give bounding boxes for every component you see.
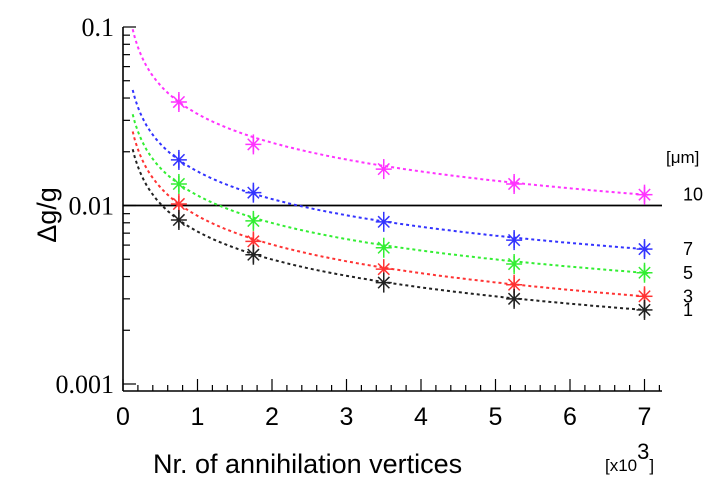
data-point-5 bbox=[506, 254, 523, 275]
series-label-7: 7 bbox=[683, 239, 693, 259]
y-tick-label: 0.1 bbox=[82, 13, 115, 42]
x-tick-label: 3 bbox=[340, 403, 354, 431]
x-tick-label: 2 bbox=[265, 403, 279, 431]
fit-curve-10 bbox=[131, 29, 649, 196]
series-label-3: 3 bbox=[683, 286, 693, 306]
x-tick-label: 1 bbox=[191, 403, 205, 431]
data-point-7 bbox=[245, 182, 262, 203]
legend-unit-label: [μm] bbox=[666, 148, 699, 167]
x-tick-label: 4 bbox=[414, 403, 428, 431]
data-points bbox=[170, 92, 653, 320]
data-point-7 bbox=[506, 230, 523, 251]
data-point-10 bbox=[375, 159, 392, 180]
y-tick-label: 0.01 bbox=[69, 192, 115, 221]
data-point-1 bbox=[636, 299, 653, 320]
x-axis-ticks: 0 1 2 3 4 5 6 7 bbox=[116, 379, 661, 431]
data-point-1 bbox=[506, 288, 523, 309]
fit-curve-1 bbox=[131, 149, 649, 312]
x-tick-label: 6 bbox=[563, 403, 577, 431]
data-point-1 bbox=[245, 244, 262, 265]
fit-curve-5 bbox=[131, 114, 649, 274]
data-point-10 bbox=[636, 184, 653, 205]
y-axis-ticks: 0.1 0.01 0.001 bbox=[56, 13, 136, 399]
series-label-1: 1 bbox=[683, 300, 693, 320]
x-axis-label: Nr. of annihilation vertices bbox=[153, 449, 462, 479]
data-point-3 bbox=[170, 193, 187, 214]
y-axis-label: Δg/g bbox=[32, 187, 62, 243]
fit-curve-3 bbox=[131, 131, 649, 298]
data-point-7 bbox=[636, 239, 653, 260]
data-point-5 bbox=[245, 210, 262, 231]
data-point-7 bbox=[170, 149, 187, 170]
x-axis-scale: [x103] bbox=[605, 439, 654, 475]
data-point-10 bbox=[506, 173, 523, 194]
data-point-7 bbox=[375, 211, 392, 232]
data-point-1 bbox=[375, 272, 392, 293]
series-label-10: 10 bbox=[683, 185, 703, 205]
data-point-5 bbox=[170, 173, 187, 194]
plot-frame bbox=[122, 27, 662, 392]
y-tick-label: 0.001 bbox=[56, 370, 115, 399]
x-tick-label: 0 bbox=[116, 403, 130, 431]
data-point-1 bbox=[170, 209, 187, 230]
data-point-10 bbox=[170, 92, 187, 113]
series-label-5: 5 bbox=[683, 263, 693, 283]
data-point-5 bbox=[375, 237, 392, 258]
series-labels: 10 7 5 31 bbox=[683, 185, 703, 320]
data-point-5 bbox=[636, 262, 653, 283]
x-tick-label: 5 bbox=[489, 403, 503, 431]
data-point-10 bbox=[245, 134, 262, 155]
x-tick-label: 7 bbox=[638, 403, 652, 431]
